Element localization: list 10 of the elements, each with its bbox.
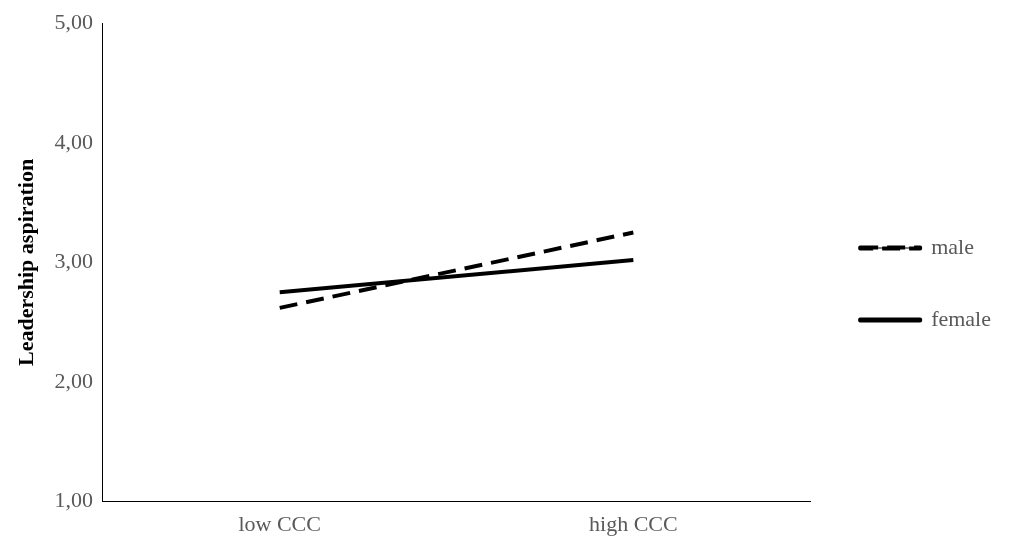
x-tick-label: high CCC	[589, 510, 678, 536]
x-tick-label: low CCC	[238, 510, 321, 536]
legend-label: male	[931, 233, 974, 259]
y-axis-title: Leadership aspiration	[12, 158, 38, 366]
y-tick-label: 4,00	[54, 128, 93, 154]
y-tick-label: 2,00	[54, 367, 93, 393]
legend-label: female	[931, 305, 992, 331]
y-tick-label: 3,00	[54, 248, 93, 274]
y-tick-label: 1,00	[54, 487, 93, 513]
y-tick-label: 5,00	[54, 8, 93, 34]
